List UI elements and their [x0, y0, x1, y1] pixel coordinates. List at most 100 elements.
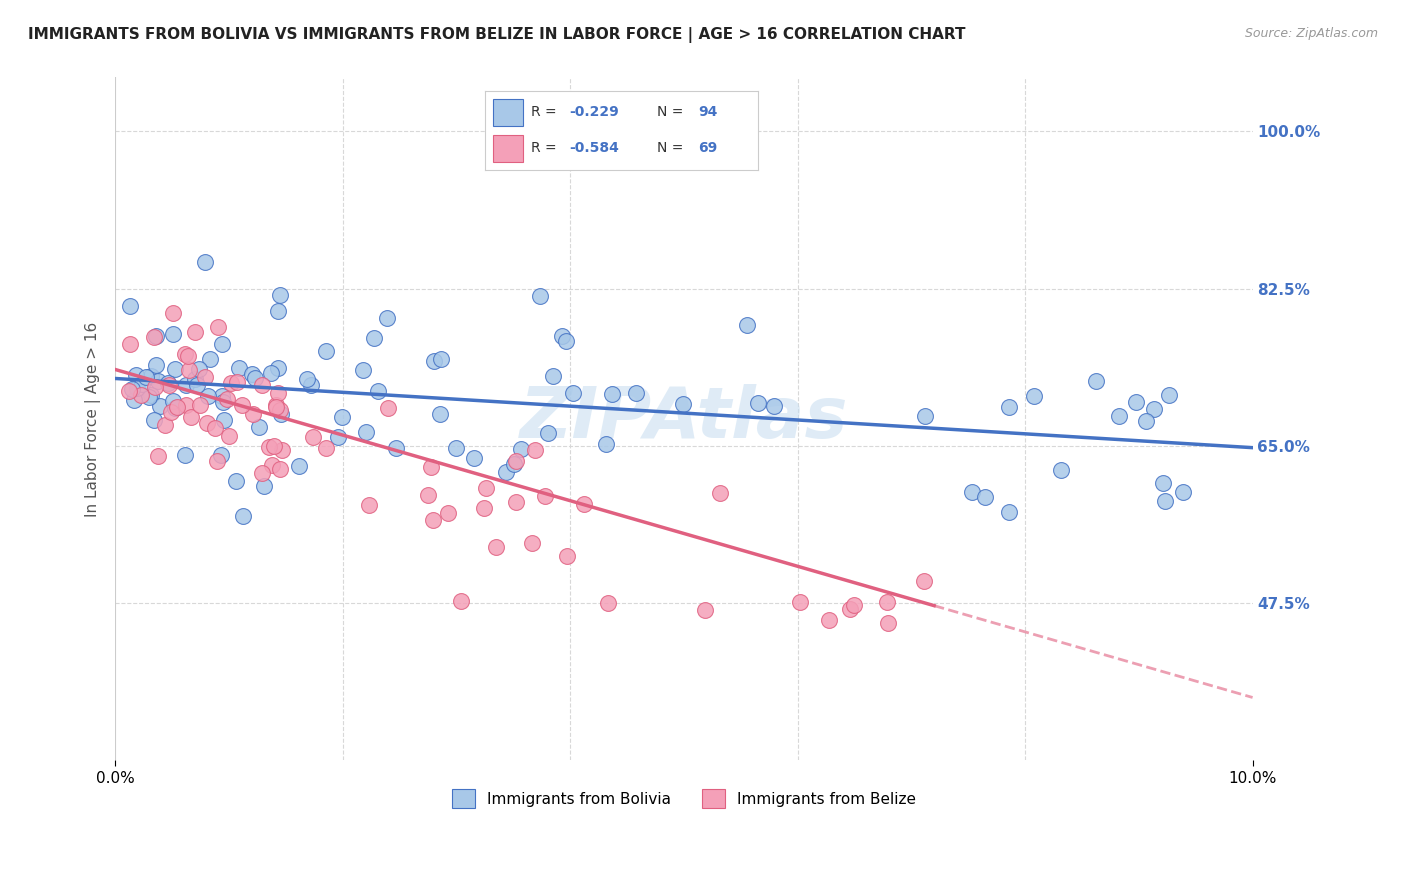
Point [295, 372, 318, 386]
Point [260, 366, 283, 380]
Point [225, 474, 247, 488]
Point [420, 460, 443, 475]
Point [672, 397, 695, 411]
Point [174, 346, 197, 360]
Point [180, 409, 202, 424]
Point [226, 375, 249, 389]
Point [122, 393, 145, 408]
Point [118, 384, 141, 399]
Point [789, 595, 811, 609]
Point [205, 454, 228, 468]
Point [763, 399, 786, 413]
Point [998, 505, 1021, 519]
Point [429, 407, 451, 421]
Point [377, 401, 399, 416]
Point [165, 362, 187, 376]
Point [174, 398, 197, 412]
Point [204, 421, 226, 435]
Point [231, 398, 253, 412]
Point [149, 399, 172, 413]
Point [522, 536, 544, 550]
Point [135, 370, 157, 384]
Point [1135, 414, 1157, 428]
Point [270, 443, 292, 458]
Y-axis label: In Labor Force | Age > 16: In Labor Force | Age > 16 [86, 321, 101, 516]
Point [163, 401, 186, 416]
Point [524, 443, 547, 458]
Point [194, 255, 217, 269]
Point [267, 304, 290, 318]
Point [269, 462, 291, 476]
Point [131, 376, 153, 391]
Point [247, 420, 270, 434]
Point [143, 380, 166, 394]
Point [422, 513, 444, 527]
Point [474, 481, 496, 495]
Point [503, 457, 526, 471]
Point [131, 388, 153, 402]
Point [960, 484, 983, 499]
Point [315, 442, 337, 456]
Point [510, 442, 533, 456]
Point [177, 350, 200, 364]
Point [266, 398, 288, 412]
Point [472, 500, 495, 515]
Point [818, 613, 841, 627]
Point [747, 396, 769, 410]
Point [367, 384, 389, 398]
Point [121, 382, 143, 396]
Point [228, 361, 250, 376]
Point [156, 376, 179, 391]
Point [359, 499, 381, 513]
Point [562, 386, 585, 401]
Point [142, 329, 165, 343]
Point [1143, 402, 1166, 417]
Point [1125, 394, 1147, 409]
Point [328, 430, 350, 444]
Point [269, 288, 291, 302]
Point [495, 465, 517, 479]
Point [1084, 374, 1107, 388]
Point [1108, 409, 1130, 424]
Point [242, 407, 264, 421]
Text: IMMIGRANTS FROM BOLIVIA VS IMMIGRANTS FROM BELIZE IN LABOR FORCE | AGE > 16 CORR: IMMIGRANTS FROM BOLIVIA VS IMMIGRANTS FR… [28, 27, 966, 43]
Point [505, 495, 527, 509]
Point [266, 361, 288, 376]
Point [463, 451, 485, 466]
Point [485, 541, 508, 555]
Point [125, 381, 148, 395]
Point [709, 486, 731, 500]
Point [188, 362, 211, 376]
Point [232, 508, 254, 523]
Text: ZIPAtlas: ZIPAtlas [520, 384, 848, 453]
Point [263, 439, 285, 453]
Point [596, 596, 619, 610]
Point [211, 337, 233, 351]
Point [155, 417, 177, 432]
Point [195, 416, 218, 430]
Text: Source: ZipAtlas.com: Source: ZipAtlas.com [1244, 27, 1378, 40]
Point [330, 410, 353, 425]
Point [262, 458, 284, 472]
Point [299, 378, 322, 392]
Point [363, 331, 385, 345]
Point [270, 407, 292, 421]
Point [212, 395, 235, 409]
Point [844, 598, 866, 612]
Point [375, 311, 398, 326]
Point [186, 377, 208, 392]
Point [162, 305, 184, 319]
Point [385, 441, 408, 455]
Point [354, 425, 377, 440]
Point [595, 436, 617, 450]
Point [574, 497, 596, 511]
Point [600, 387, 623, 401]
Point [179, 362, 201, 376]
Point [1152, 475, 1174, 490]
Point [914, 409, 936, 424]
Point [142, 413, 165, 427]
Point [264, 400, 287, 414]
Point [188, 398, 211, 412]
Point [215, 392, 238, 406]
Point [174, 377, 197, 392]
